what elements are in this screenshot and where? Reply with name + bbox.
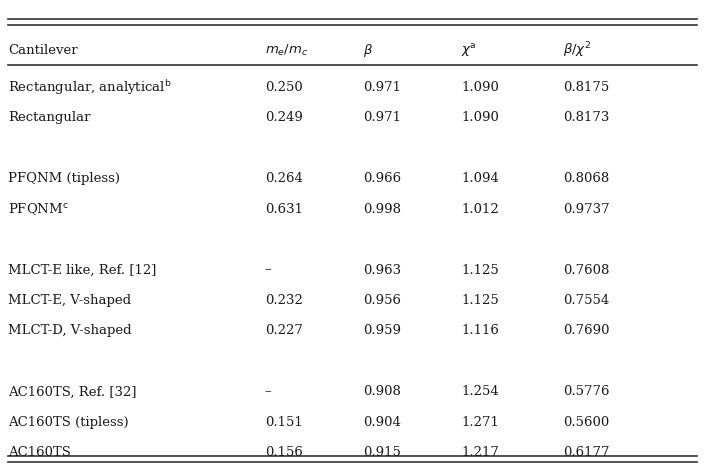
Text: 0.250: 0.250 [264, 81, 302, 94]
Text: 0.8068: 0.8068 [563, 172, 609, 185]
Text: Rectangular, analytical$^\mathrm{b}$: Rectangular, analytical$^\mathrm{b}$ [8, 78, 172, 97]
Text: AC160TS, Ref. [32]: AC160TS, Ref. [32] [8, 385, 137, 398]
Text: 0.904: 0.904 [363, 416, 401, 429]
Text: 0.151: 0.151 [264, 416, 302, 429]
Text: MLCT-E like, Ref. [12]: MLCT-E like, Ref. [12] [8, 264, 157, 276]
Text: 1.116: 1.116 [461, 325, 499, 337]
Text: PFQNM (tipless): PFQNM (tipless) [8, 172, 121, 185]
Text: 1.094: 1.094 [461, 172, 499, 185]
Text: 0.232: 0.232 [264, 294, 302, 307]
Text: $\beta/\chi^2$: $\beta/\chi^2$ [563, 41, 591, 60]
Text: 0.998: 0.998 [363, 203, 401, 216]
Text: MLCT-D, V-shaped: MLCT-D, V-shaped [8, 325, 132, 337]
Text: 0.6177: 0.6177 [563, 446, 610, 459]
Text: 1.125: 1.125 [461, 264, 499, 276]
Text: 1.090: 1.090 [461, 111, 499, 124]
Text: 0.156: 0.156 [264, 446, 302, 459]
Text: 1.217: 1.217 [461, 446, 499, 459]
Text: AC160TS (tipless): AC160TS (tipless) [8, 416, 129, 429]
Text: 1.254: 1.254 [461, 385, 499, 398]
Text: 0.631: 0.631 [264, 203, 302, 216]
Text: $m_e/m_c$: $m_e/m_c$ [264, 43, 308, 58]
Text: Rectangular: Rectangular [8, 111, 91, 124]
Text: 0.908: 0.908 [363, 385, 401, 398]
Text: 0.966: 0.966 [363, 172, 401, 185]
Text: 0.971: 0.971 [363, 111, 401, 124]
Text: 1.125: 1.125 [461, 294, 499, 307]
Text: MLCT-E, V-shaped: MLCT-E, V-shaped [8, 294, 132, 307]
Text: 0.227: 0.227 [264, 325, 302, 337]
Text: 0.264: 0.264 [264, 172, 302, 185]
Text: 1.012: 1.012 [461, 203, 499, 216]
Text: $\chi$$^\mathrm{a}$: $\chi$$^\mathrm{a}$ [461, 42, 477, 59]
Text: 0.963: 0.963 [363, 264, 401, 276]
Text: –: – [264, 264, 271, 276]
Text: 1.271: 1.271 [461, 416, 499, 429]
Text: 0.915: 0.915 [363, 446, 401, 459]
Text: AC160TS: AC160TS [8, 446, 71, 459]
Text: 0.5776: 0.5776 [563, 385, 610, 398]
Text: 0.971: 0.971 [363, 81, 401, 94]
Text: 0.249: 0.249 [264, 111, 302, 124]
Text: PFQNM$^\mathrm{c}$: PFQNM$^\mathrm{c}$ [8, 201, 69, 217]
Text: –: – [264, 385, 271, 398]
Text: 0.8175: 0.8175 [563, 81, 609, 94]
Text: $\beta$: $\beta$ [363, 42, 373, 59]
Text: 0.956: 0.956 [363, 294, 401, 307]
Text: 0.7690: 0.7690 [563, 325, 610, 337]
Text: 0.7554: 0.7554 [563, 294, 609, 307]
Text: 0.959: 0.959 [363, 325, 401, 337]
Text: Cantilever: Cantilever [8, 44, 78, 57]
Text: 0.9737: 0.9737 [563, 203, 610, 216]
Text: 0.5600: 0.5600 [563, 416, 609, 429]
Text: 0.7608: 0.7608 [563, 264, 610, 276]
Text: 1.090: 1.090 [461, 81, 499, 94]
Text: 0.8173: 0.8173 [563, 111, 610, 124]
